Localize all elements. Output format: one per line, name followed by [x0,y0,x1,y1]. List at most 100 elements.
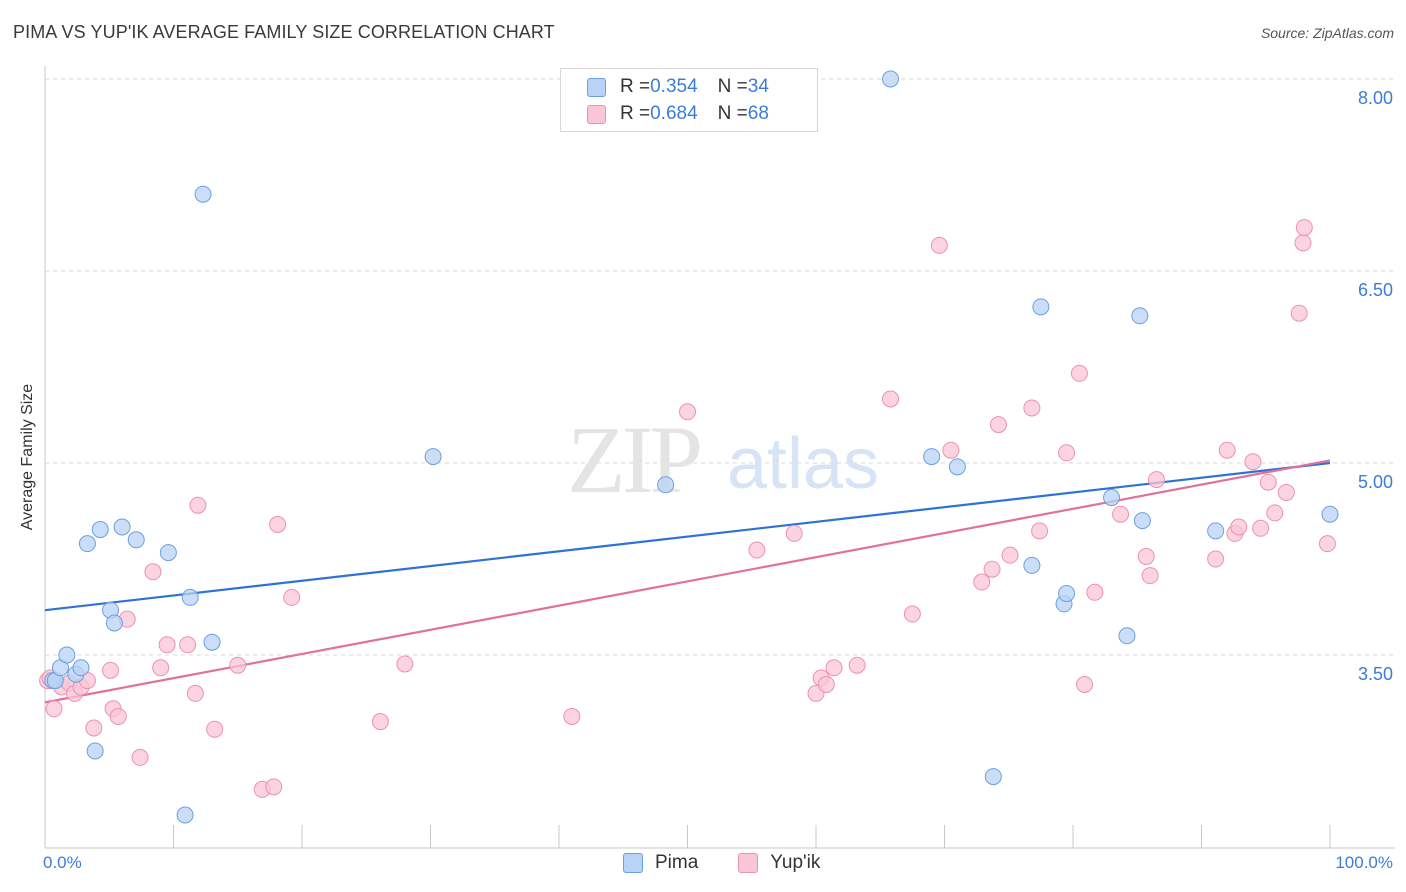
pima-point [1032,298,1050,316]
yupik-point [1252,519,1270,537]
yupik-point [269,515,287,533]
pima-point [1023,556,1041,574]
yupik-point [1290,304,1308,322]
series-legend: Pima Yup'ik [623,852,860,874]
yupik-point [45,700,63,718]
pima-point [176,806,194,824]
r-value: 0.354 [650,76,698,97]
yupik-point [930,236,948,254]
axes [44,66,1395,849]
yupik-point [1001,546,1019,564]
yupik-point [1031,522,1049,540]
source-credit: Source: ZipAtlas.com [1260,25,1394,41]
pima-point [181,588,199,606]
pima-legend-swatch [623,853,643,873]
watermark-atlas: atlas [727,424,879,504]
y-tick-label: 5.00 [1358,472,1393,492]
yupik-point [1137,547,1155,565]
yupik-point [903,605,921,623]
gridlines [45,78,1395,656]
yupik-point [1207,550,1225,568]
yupik-legend-swatch [738,853,759,873]
yupik-point [1277,483,1295,501]
watermark: ZIP atlas [567,406,879,513]
pima-point [424,448,442,466]
pima-point [203,633,221,651]
pima-point [1133,512,1151,530]
yupik-point [1148,471,1166,489]
stats-row-yupik: R = 0.684 N = 68 [587,102,769,126]
yupik-point [989,416,1007,434]
yupik-point [1259,473,1277,491]
chart-title: PIMA VS YUP'IK AVERAGE FAMILY SIZE CORRE… [13,22,555,42]
yupik-point [189,496,207,514]
yupik-point [1112,505,1130,523]
yupik-point [109,707,127,725]
pima-point [1207,522,1225,540]
yupik-point [785,524,803,542]
y-tick-label: 8.00 [1358,88,1393,108]
legend-item-pima[interactable]: Pima [623,852,698,874]
pima-point [882,70,900,88]
yupik-point [882,390,900,408]
legend-item-yupik[interactable]: Yup'ik [738,852,820,874]
yupik-point [1141,567,1159,585]
stats-row-pima: R = 0.354 N = 34 [587,75,769,99]
x-tick-label-max: 100.0% [1335,853,1393,872]
y-tick-label: 3.50 [1358,664,1393,684]
yupik-point [206,720,224,738]
yupik-point [983,560,1001,578]
r-label: R = [620,76,651,97]
pima-point [86,742,104,760]
yupik-point [1218,441,1236,459]
legend-label-pima: Pima [655,852,699,873]
y-tick-label: 6.50 [1358,280,1393,300]
yupik-point [131,748,149,766]
pima-point [657,476,675,494]
pima-point [159,544,177,562]
pima-point [1321,505,1339,523]
yupik-point [1318,535,1336,553]
yupik-point [1294,234,1312,252]
yupik-point [1070,364,1088,382]
data-points [39,70,1339,824]
yupik-point [1086,583,1104,601]
yupik-point [396,655,414,673]
n-value: 68 [747,103,769,124]
pima-point [72,659,90,677]
watermark-zip: ZIP [567,406,700,513]
yupik-point [973,573,991,591]
y-axis-label: Average Family Size [19,383,36,531]
yupik-point [1058,444,1076,462]
n-label: N = [717,76,748,97]
pima-point [1118,627,1136,645]
yupik-point [152,659,170,677]
pima-point [1131,307,1149,325]
yupik-point [748,541,766,559]
pima-point [113,518,131,536]
r-value: 0.684 [650,103,698,124]
yupik-point [825,659,843,677]
yupik-point [102,661,120,679]
yupik-point [186,684,204,702]
yupik-point [158,636,176,654]
stats-legend: R = 0.354 N = 34 R = 0.684 N = 68 [560,68,818,132]
yupik-point [1266,504,1284,522]
n-label: N = [717,103,748,124]
pima-point [1058,585,1076,603]
yupik-point [1230,518,1248,536]
pima-point [105,614,123,632]
yupik-point [679,403,696,421]
y-tick-labels: 3.50 5.00 6.50 8.00 [1358,88,1393,684]
pima-point [948,458,966,476]
yupik-point [371,713,389,731]
yupik-point [179,636,197,654]
pima-point [923,448,941,466]
yupik-point [1076,675,1094,693]
yupik-point [563,707,581,725]
pima-point [1103,489,1121,507]
pima-point [194,185,212,203]
yupik-point [283,588,301,606]
n-value: 34 [747,76,769,97]
